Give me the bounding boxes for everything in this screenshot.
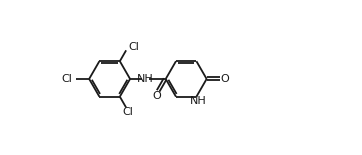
Text: Cl: Cl — [61, 74, 72, 84]
Text: O: O — [152, 91, 161, 101]
Text: NH: NH — [137, 74, 153, 84]
Text: NH: NH — [190, 96, 206, 106]
Text: Cl: Cl — [122, 107, 133, 117]
Text: O: O — [220, 74, 229, 84]
Text: Cl: Cl — [129, 42, 140, 52]
